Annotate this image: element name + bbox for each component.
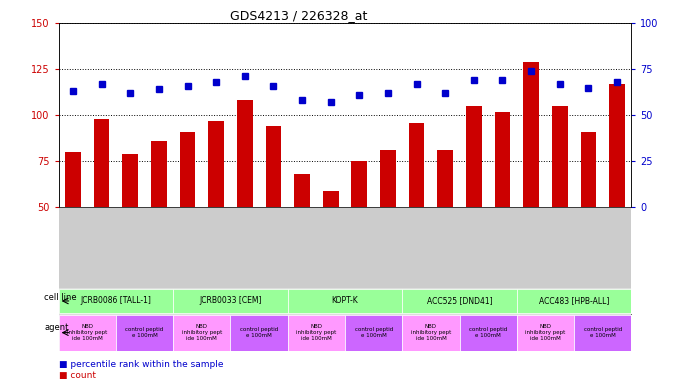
Bar	[495, 111, 511, 300]
Bar	[437, 150, 453, 300]
Bar	[59, 314, 116, 351]
Bar	[173, 289, 288, 313]
Bar	[609, 84, 625, 300]
Text: JCRB0033 [CEM]: JCRB0033 [CEM]	[199, 296, 262, 305]
Text: control peptid
e 100mM: control peptid e 100mM	[240, 327, 278, 338]
Bar	[574, 314, 631, 351]
Bar	[59, 289, 173, 313]
Bar	[288, 314, 345, 351]
Text: NBD
inhibitory pept
ide 100mM: NBD inhibitory pept ide 100mM	[181, 324, 222, 341]
Bar	[116, 314, 173, 351]
Text: NBD
inhibitory pept
ide 100mM: NBD inhibitory pept ide 100mM	[296, 324, 337, 341]
Text: ■ percentile rank within the sample: ■ percentile rank within the sample	[59, 360, 223, 369]
Bar	[323, 191, 339, 300]
Bar	[402, 289, 517, 313]
Bar	[208, 121, 224, 300]
Bar	[517, 289, 631, 313]
Text: ACC525 [DND41]: ACC525 [DND41]	[426, 296, 493, 305]
Bar	[580, 132, 596, 300]
Bar	[294, 174, 310, 300]
Text: ACC483 [HPB-ALL]: ACC483 [HPB-ALL]	[539, 296, 609, 305]
Text: JCRB0086 [TALL-1]: JCRB0086 [TALL-1]	[81, 296, 151, 305]
Bar	[237, 101, 253, 300]
Bar	[65, 152, 81, 300]
Text: NBD
inhibitory pept
ide 100mM: NBD inhibitory pept ide 100mM	[411, 324, 451, 341]
Bar	[552, 106, 568, 300]
Bar	[380, 150, 396, 300]
Bar	[179, 132, 195, 300]
Text: control peptid
e 100mM: control peptid e 100mM	[355, 327, 393, 338]
Text: control peptid
e 100mM: control peptid e 100mM	[126, 327, 164, 338]
Bar	[351, 161, 367, 300]
Bar	[173, 314, 230, 351]
Bar	[266, 126, 282, 300]
Bar	[94, 119, 110, 300]
Text: cell line: cell line	[44, 293, 77, 301]
Bar	[122, 154, 138, 300]
Bar	[402, 314, 460, 351]
Bar	[523, 62, 539, 300]
Bar	[151, 141, 167, 300]
Text: KOPT-K: KOPT-K	[332, 296, 358, 305]
Bar	[288, 289, 402, 313]
Bar	[517, 314, 574, 351]
Bar	[230, 314, 288, 351]
Text: control peptid
e 100mM: control peptid e 100mM	[469, 327, 507, 338]
Bar	[408, 122, 424, 300]
Title: GDS4213 / 226328_at: GDS4213 / 226328_at	[230, 9, 368, 22]
Text: NBD
inhibitory pept
ide 100mM: NBD inhibitory pept ide 100mM	[525, 324, 566, 341]
Bar	[345, 314, 402, 351]
Bar	[466, 106, 482, 300]
Text: ■ count: ■ count	[59, 371, 96, 380]
Text: NBD
inhibitory pept
ide 100mM: NBD inhibitory pept ide 100mM	[67, 324, 108, 341]
Text: control peptid
e 100mM: control peptid e 100mM	[584, 327, 622, 338]
Text: agent: agent	[44, 323, 69, 331]
Bar	[460, 314, 517, 351]
